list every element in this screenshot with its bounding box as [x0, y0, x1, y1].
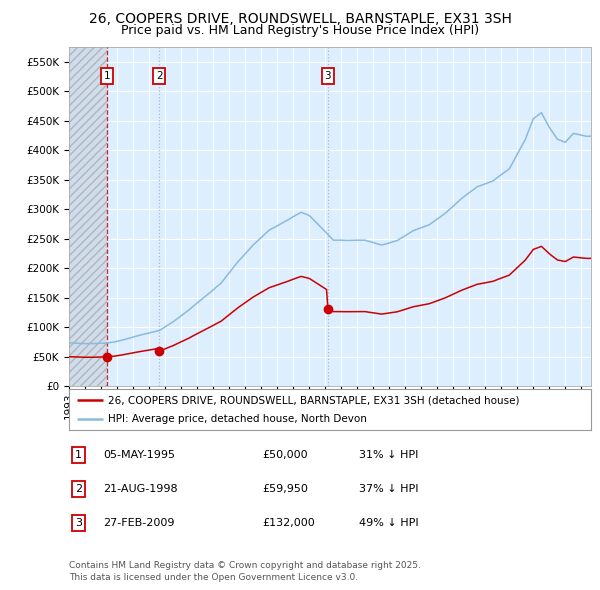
Text: 26, COOPERS DRIVE, ROUNDSWELL, BARNSTAPLE, EX31 3SH (detached house): 26, COOPERS DRIVE, ROUNDSWELL, BARNSTAPL… — [108, 395, 520, 405]
Bar — [69, 47, 107, 386]
Text: 2: 2 — [75, 484, 82, 494]
Text: £132,000: £132,000 — [262, 518, 315, 528]
Text: £50,000: £50,000 — [262, 450, 308, 460]
Text: 3: 3 — [325, 71, 331, 81]
Text: 3: 3 — [75, 518, 82, 528]
Text: 21-AUG-1998: 21-AUG-1998 — [103, 484, 178, 494]
Text: 27-FEB-2009: 27-FEB-2009 — [103, 518, 175, 528]
Text: HPI: Average price, detached house, North Devon: HPI: Average price, detached house, Nort… — [108, 414, 367, 424]
Text: 49% ↓ HPI: 49% ↓ HPI — [359, 518, 418, 528]
Text: 37% ↓ HPI: 37% ↓ HPI — [359, 484, 418, 494]
Text: 1: 1 — [75, 450, 82, 460]
Text: 1: 1 — [103, 71, 110, 81]
Text: 05-MAY-1995: 05-MAY-1995 — [103, 450, 175, 460]
Text: 2: 2 — [156, 71, 163, 81]
Text: 26, COOPERS DRIVE, ROUNDSWELL, BARNSTAPLE, EX31 3SH: 26, COOPERS DRIVE, ROUNDSWELL, BARNSTAPL… — [89, 12, 511, 26]
Text: Contains HM Land Registry data © Crown copyright and database right 2025.
This d: Contains HM Land Registry data © Crown c… — [69, 561, 421, 582]
Text: 31% ↓ HPI: 31% ↓ HPI — [359, 450, 418, 460]
Text: Price paid vs. HM Land Registry's House Price Index (HPI): Price paid vs. HM Land Registry's House … — [121, 24, 479, 37]
Text: £59,950: £59,950 — [262, 484, 308, 494]
